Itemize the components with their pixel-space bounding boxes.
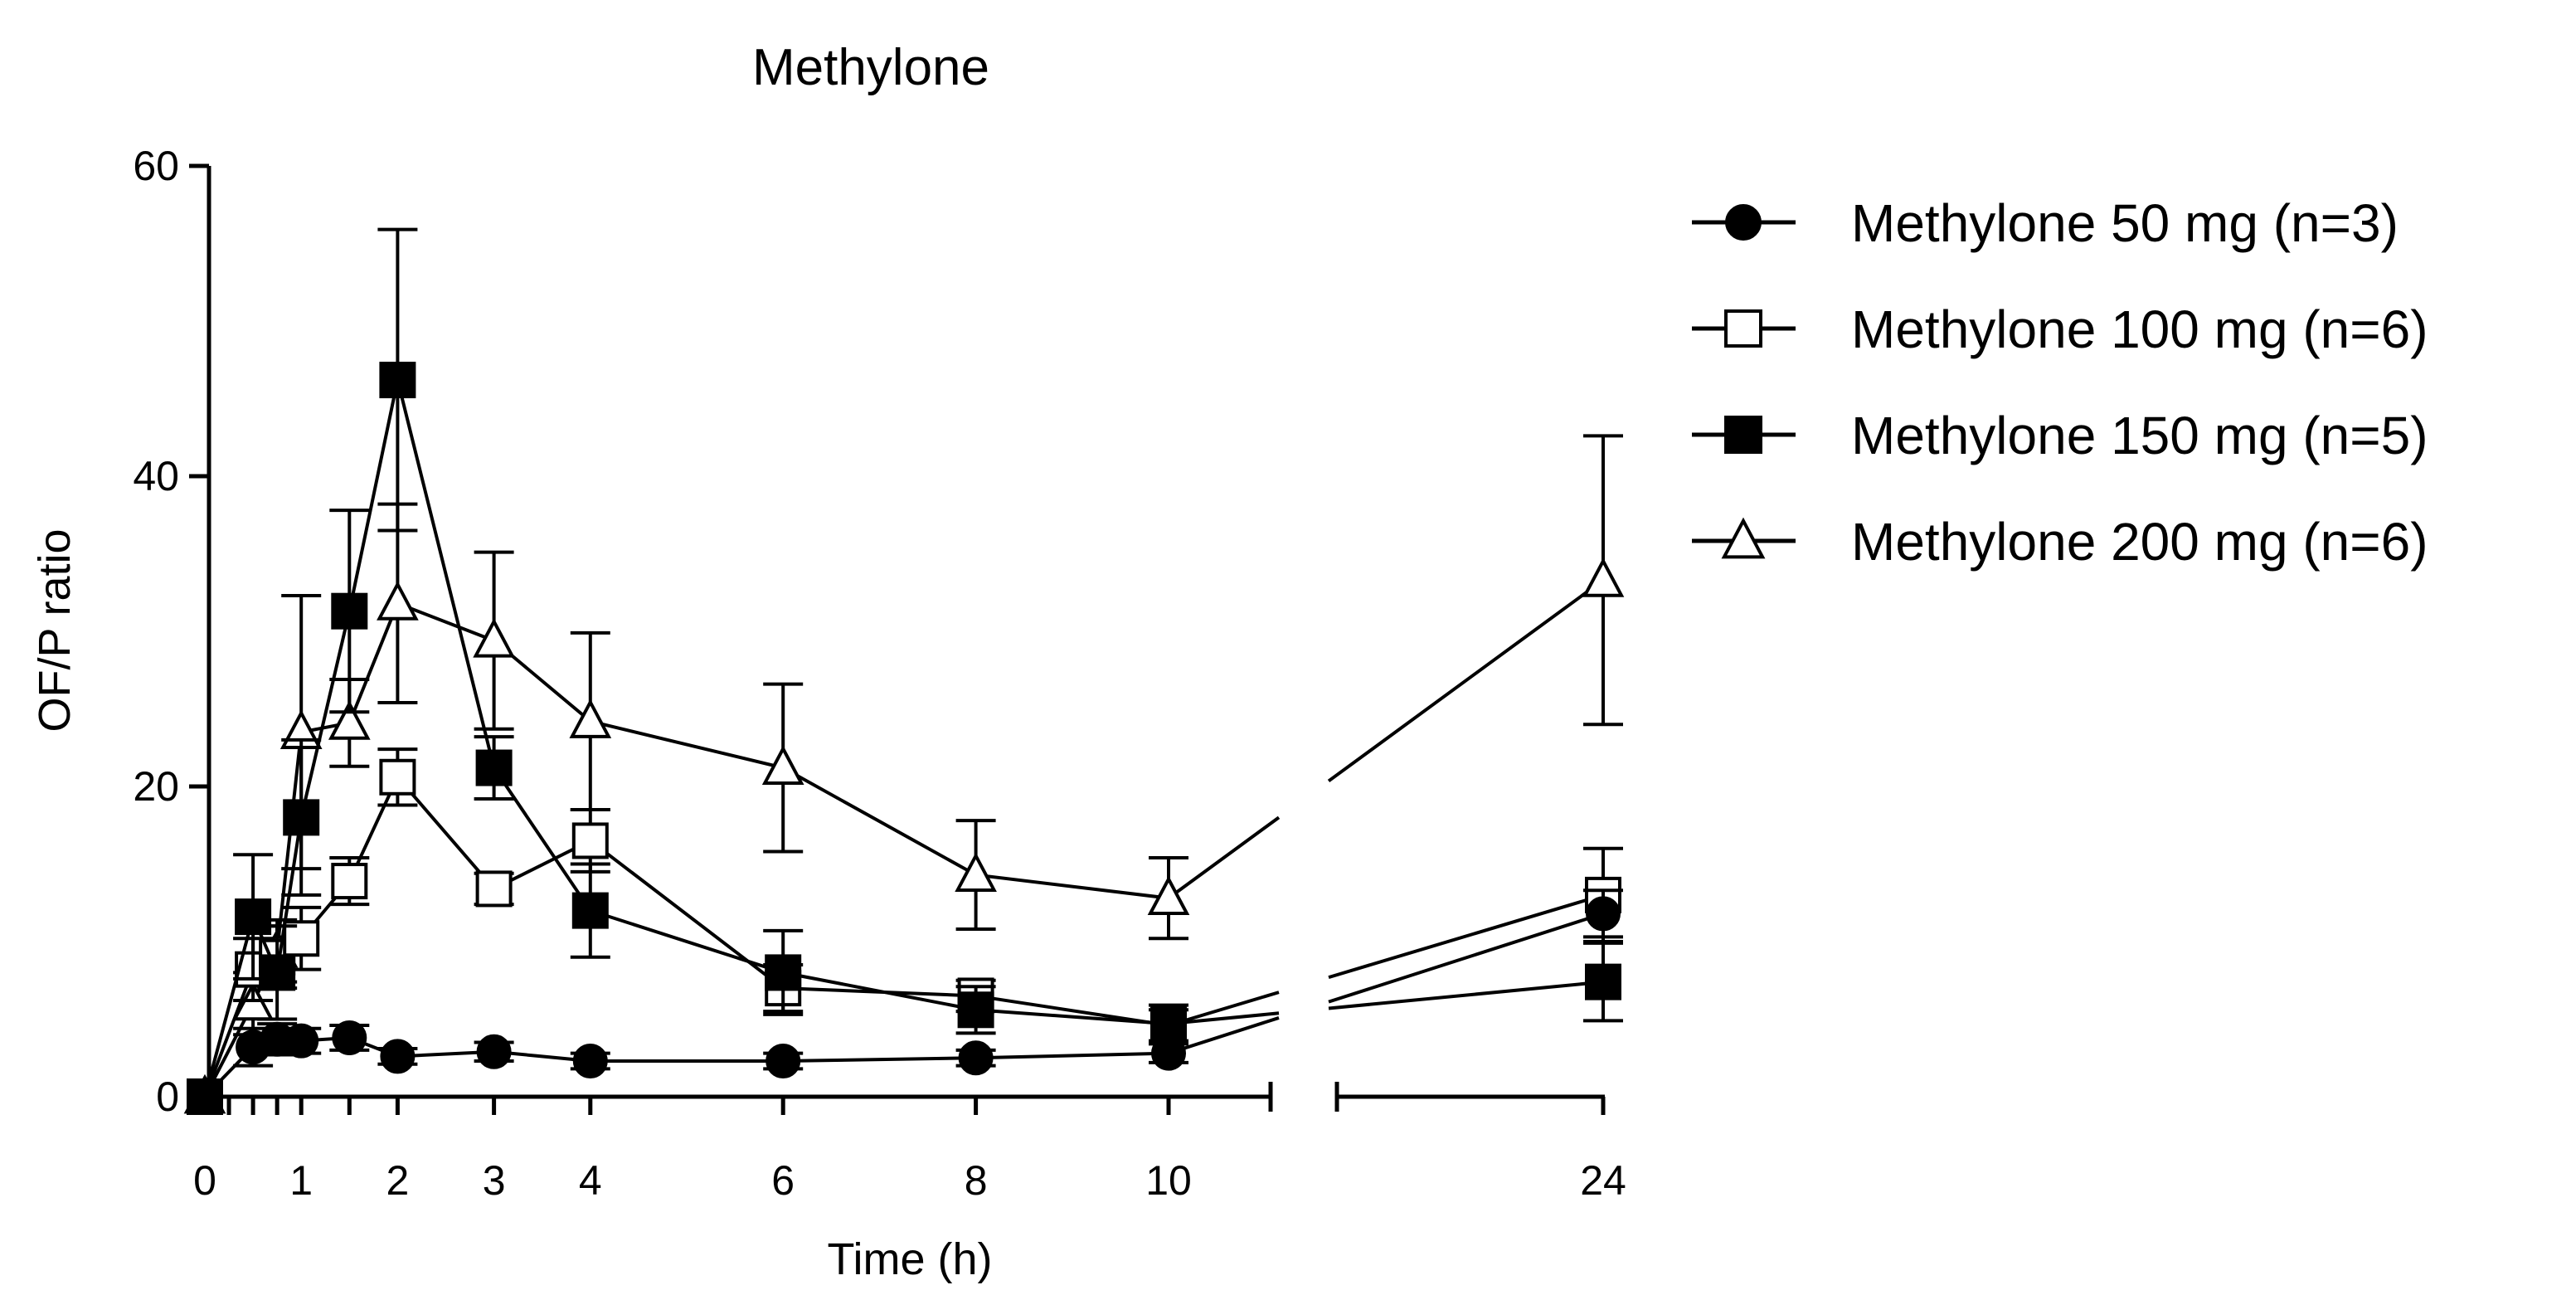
x-tick-label-8: 8 bbox=[965, 1157, 988, 1204]
x-tick-label-24: 24 bbox=[1580, 1157, 1626, 1204]
data-point bbox=[379, 362, 416, 399]
legend-label: Methylone 200 mg (n=6) bbox=[1851, 512, 2428, 572]
x-tick-label-2: 2 bbox=[386, 1157, 409, 1204]
x-tick-label-3: 3 bbox=[483, 1157, 506, 1204]
data-point bbox=[475, 870, 513, 908]
legend: Methylone 50 mg (n=3) Methylone 100 mg (n… bbox=[1692, 193, 2428, 572]
legend-marker-open-triangle bbox=[1721, 517, 1766, 559]
legend-marker-filled-circle bbox=[1725, 204, 1762, 241]
data-point bbox=[1586, 896, 1621, 932]
series-line bbox=[203, 912, 1604, 1098]
plot-area bbox=[183, 227, 1625, 1115]
x-tick-label-1: 1 bbox=[289, 1157, 313, 1204]
legend-label: Methylone 100 mg (n=6) bbox=[1851, 299, 2428, 359]
legend-marker-open-square bbox=[1724, 309, 1762, 348]
data-point bbox=[761, 745, 804, 785]
data-point bbox=[331, 863, 368, 900]
legend-item: Methylone 100 mg (n=6) bbox=[1692, 299, 2428, 359]
data-point bbox=[569, 699, 612, 738]
data-point bbox=[283, 799, 320, 836]
y-axis: 0 20 40 60 bbox=[133, 143, 211, 1120]
legend-label: Methylone 150 mg (n=5) bbox=[1851, 406, 2428, 465]
data-point bbox=[332, 1020, 367, 1055]
legend-item: Methylone 150 mg (n=5) bbox=[1692, 406, 2428, 465]
data-point bbox=[766, 1043, 801, 1078]
y-axis-title: OF/P ratio bbox=[30, 528, 80, 732]
series-3 bbox=[187, 227, 1623, 1115]
legend-item: Methylone 50 mg (n=3) bbox=[1692, 193, 2399, 253]
data-point bbox=[377, 581, 419, 621]
data-point bbox=[476, 1034, 512, 1069]
x-axis: 0 1 2 3 4 6 8 10 24 bbox=[193, 1082, 1626, 1204]
series-line bbox=[203, 379, 1604, 1098]
data-point bbox=[328, 700, 371, 740]
data-point bbox=[1582, 557, 1625, 597]
legend-marker-filled-square bbox=[1724, 416, 1762, 454]
x-axis-title: Time (h) bbox=[828, 1234, 993, 1284]
y-tick-label-40: 40 bbox=[133, 453, 179, 499]
data-point bbox=[235, 898, 272, 936]
data-point bbox=[380, 1039, 416, 1074]
data-point bbox=[571, 892, 609, 929]
y-tick-label-60: 60 bbox=[133, 143, 179, 189]
x-tick-label-6: 6 bbox=[771, 1157, 795, 1204]
data-point bbox=[475, 749, 513, 786]
data-point bbox=[955, 852, 997, 892]
data-point bbox=[1585, 963, 1621, 1000]
y-tick-label-20: 20 bbox=[133, 763, 179, 810]
series-line bbox=[203, 578, 1605, 1098]
data-point bbox=[473, 617, 515, 658]
y-tick-label-0: 0 bbox=[156, 1073, 179, 1120]
legend-label: Methylone 50 mg (n=3) bbox=[1851, 193, 2399, 253]
data-point bbox=[284, 1023, 319, 1059]
x-tick-label-4: 4 bbox=[579, 1157, 602, 1204]
data-point bbox=[379, 758, 416, 796]
data-point bbox=[331, 592, 368, 630]
series-1 bbox=[187, 888, 1623, 1114]
data-point bbox=[1150, 1005, 1187, 1043]
data-point bbox=[765, 954, 802, 991]
data-point bbox=[1151, 1035, 1186, 1071]
legend-item: Methylone 200 mg (n=6) bbox=[1692, 512, 2428, 572]
data-point bbox=[571, 822, 609, 859]
data-point bbox=[1147, 875, 1190, 916]
data-point bbox=[957, 991, 994, 1029]
x-tick-label-0: 0 bbox=[193, 1157, 216, 1204]
data-point bbox=[187, 1079, 222, 1114]
data-point bbox=[259, 954, 296, 991]
x-tick-label-10: 10 bbox=[1145, 1157, 1192, 1204]
chart-title: Methylone bbox=[752, 39, 989, 96]
data-point bbox=[572, 1043, 608, 1078]
data-point bbox=[958, 1040, 994, 1076]
